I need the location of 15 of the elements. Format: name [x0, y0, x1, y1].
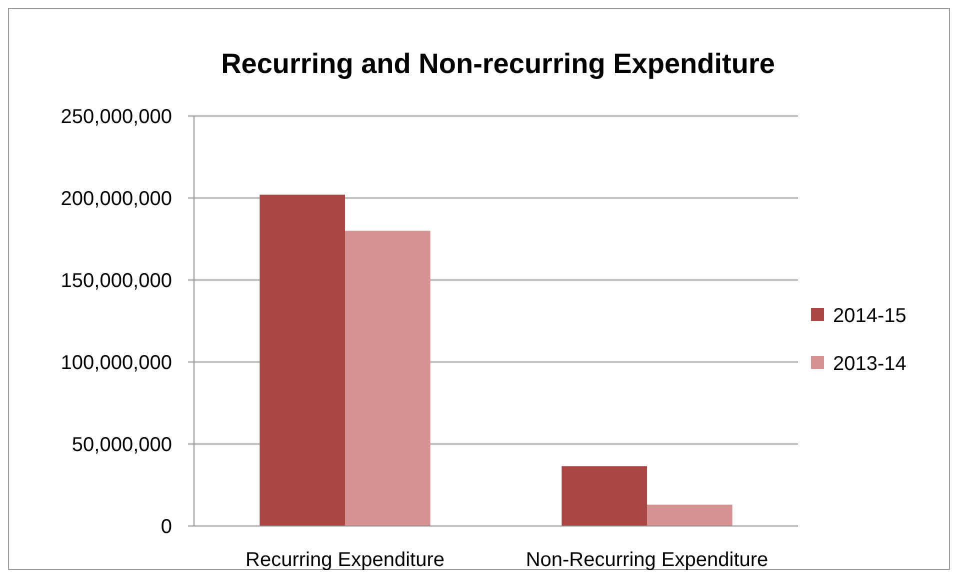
x-tick-label: Recurring Expenditure [246, 549, 444, 571]
y-tick-label: 200,000,000 [60, 188, 172, 210]
bar [562, 466, 647, 526]
bar [647, 504, 732, 526]
y-tick-label: 0 [160, 516, 172, 538]
y-tick-label: 250,000,000 [60, 106, 172, 128]
legend-label: 2014-15 [833, 305, 906, 327]
y-tick-label: 150,000,000 [60, 270, 172, 292]
x-tick-label: Non-Recurring Expenditure [526, 549, 768, 571]
bar [260, 194, 345, 526]
bar [345, 230, 430, 526]
y-tick-label: 50,000,000 [72, 434, 172, 456]
legend-label: 2013-14 [833, 353, 906, 375]
chart-title: Recurring and Non-recurring Expenditure [221, 48, 775, 79]
y-tick-label: 100,000,000 [60, 352, 172, 374]
